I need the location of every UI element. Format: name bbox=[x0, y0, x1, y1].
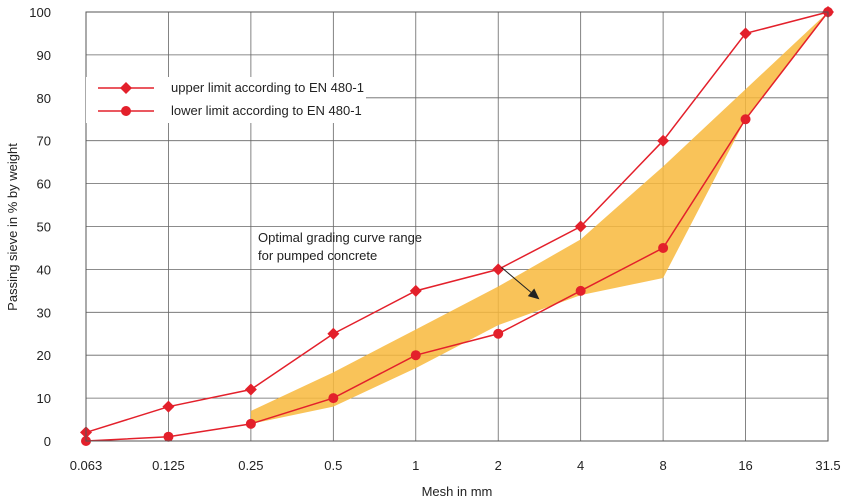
y-axis-title: Passing sieve in % by weight bbox=[5, 143, 20, 311]
y-tick-labels: 0 10 20 30 40 50 60 70 80 90 100 bbox=[29, 5, 51, 449]
lower-limit-point bbox=[658, 242, 669, 253]
y-tick-label: 10 bbox=[37, 391, 51, 406]
x-tick-label: 0.125 bbox=[152, 458, 185, 473]
upper-limit-point bbox=[409, 284, 422, 297]
annotation-arrow-head-icon bbox=[527, 288, 540, 300]
series-lines bbox=[80, 6, 834, 446]
y-tick-label: 60 bbox=[37, 177, 51, 192]
x-tick-labels: 0.063 0.125 0.25 0.5 1 2 4 8 16 31.5 bbox=[70, 458, 841, 473]
annotation-line-1: Optimal grading curve range bbox=[258, 230, 422, 245]
annotation-line-2: for pumped concrete bbox=[258, 248, 377, 263]
band-annotation: Optimal grading curve range for pumped c… bbox=[258, 230, 540, 300]
y-tick-label: 90 bbox=[37, 48, 51, 63]
optimal-grading-band bbox=[250, 12, 828, 424]
x-tick-label: 0.063 bbox=[70, 458, 103, 473]
legend-box bbox=[86, 77, 366, 123]
lower-limit-point bbox=[493, 328, 504, 339]
y-tick-label: 80 bbox=[37, 91, 51, 106]
lower-limit-point bbox=[740, 114, 751, 125]
lower-limit-point bbox=[328, 393, 339, 404]
lower-limit-point bbox=[245, 418, 256, 429]
gridlines bbox=[85, 11, 829, 442]
x-tick-label: 0.5 bbox=[324, 458, 342, 473]
x-tick-label: 31.5 bbox=[815, 458, 840, 473]
legend-upper-diamond-icon bbox=[120, 82, 132, 94]
x-tick-label: 2 bbox=[495, 458, 502, 473]
y-tick-label: 30 bbox=[37, 305, 51, 320]
upper-limit-line bbox=[85, 11, 829, 434]
upper-limit-point bbox=[162, 400, 175, 413]
legend-upper-label: upper limit according to EN 480-1 bbox=[171, 80, 364, 95]
upper-limit-point bbox=[574, 220, 587, 233]
annotation-arrow-line bbox=[501, 267, 532, 293]
x-tick-label: 4 bbox=[577, 458, 584, 473]
y-tick-label: 20 bbox=[37, 348, 51, 363]
x-tick-label: 8 bbox=[659, 458, 666, 473]
lower-limit-point bbox=[575, 285, 586, 296]
y-tick-label: 100 bbox=[29, 5, 51, 20]
x-tick-label: 0.25 bbox=[238, 458, 263, 473]
x-tick-label: 1 bbox=[412, 458, 419, 473]
lower-limit-point bbox=[410, 350, 421, 361]
upper-limit-point bbox=[739, 27, 752, 40]
lower-limit-point bbox=[163, 431, 174, 442]
plot-frame bbox=[85, 11, 829, 442]
y-tick-label: 50 bbox=[37, 220, 51, 235]
legend-lower-circle-icon bbox=[121, 106, 131, 116]
y-tick-label: 70 bbox=[37, 134, 51, 149]
y-tick-label: 0 bbox=[44, 434, 51, 449]
legend: upper limit according to EN 480-1 lower … bbox=[86, 77, 366, 123]
upper-limit-point bbox=[327, 327, 340, 340]
upper-limit-point bbox=[492, 263, 505, 276]
legend-lower-label: lower limit according to EN 480-1 bbox=[171, 103, 362, 118]
upper-limit-point bbox=[657, 134, 670, 147]
y-tick-label: 40 bbox=[37, 262, 51, 277]
upper-limit-point bbox=[244, 383, 257, 396]
x-tick-label: 16 bbox=[738, 458, 752, 473]
x-axis-title: Mesh in mm bbox=[422, 484, 493, 499]
lower-limit-line bbox=[85, 11, 829, 442]
